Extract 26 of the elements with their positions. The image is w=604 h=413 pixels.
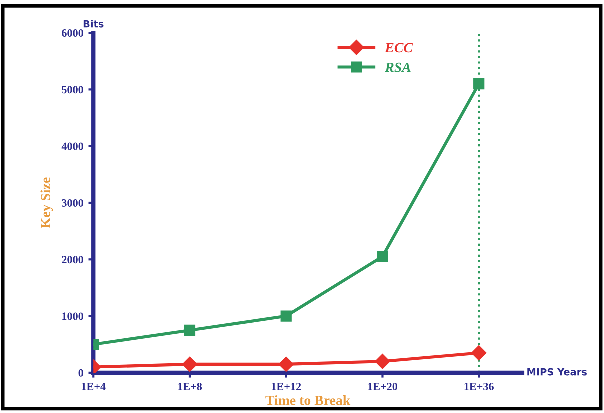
text: MIPS Years xyxy=(528,368,587,376)
x-tick-label: 1E+4 xyxy=(82,383,106,390)
y-tick-label: 4000 xyxy=(62,142,84,150)
y-tick-label: 0 xyxy=(78,369,84,377)
x-axis-title: Time to Break xyxy=(266,396,351,406)
x-tick-label: 1E+20 xyxy=(368,382,398,390)
text: Bits xyxy=(84,20,104,28)
point xyxy=(375,354,390,370)
point xyxy=(472,346,487,361)
y-axis-title: Key Size xyxy=(40,178,54,228)
point xyxy=(278,356,294,372)
x-tick-label: 1E+12 xyxy=(272,383,302,390)
legend-label: ECC xyxy=(385,43,414,53)
point xyxy=(182,356,198,372)
point xyxy=(377,251,388,262)
y-tick-label: 5000 xyxy=(62,86,84,94)
y-tick-label: 1000 xyxy=(62,312,84,320)
y-tick-label: 6000 xyxy=(62,30,84,38)
y-tick-label: 2000 xyxy=(62,256,84,264)
x-tick-label: 1E+8 xyxy=(178,382,202,390)
legend-label: RSA xyxy=(385,62,411,72)
x-tick-label: 1E+36 xyxy=(464,383,494,390)
point xyxy=(280,310,292,322)
point xyxy=(184,324,196,336)
point xyxy=(474,78,485,90)
y-tick-label: 3000 xyxy=(62,199,84,207)
